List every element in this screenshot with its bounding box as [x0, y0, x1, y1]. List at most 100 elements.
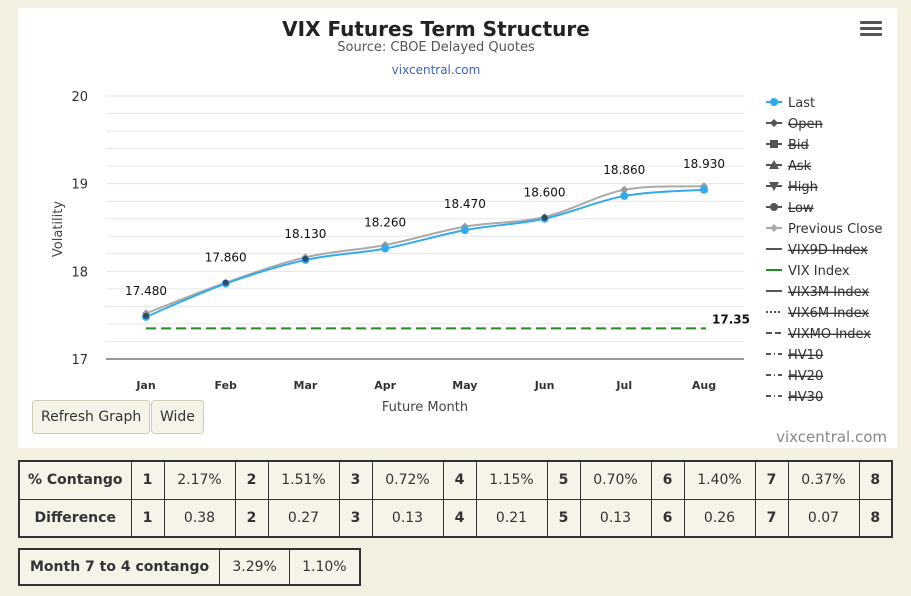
- x-tick-label: Aug: [692, 379, 716, 392]
- difference-month-6: 6: [650, 498, 685, 538]
- x-tick-label: Feb: [215, 379, 238, 392]
- month-contango-table: Month 7 to 4 contango 3.29% 1.10%: [18, 548, 361, 586]
- legend-item-vix9d-index[interactable]: VIX9D Index: [788, 243, 868, 258]
- legend-item-hv30[interactable]: HV30: [788, 390, 823, 405]
- y-tick-label: 17: [71, 353, 88, 368]
- y-axis-title: Volatility: [51, 201, 66, 257]
- legend-item-ask[interactable]: Ask: [788, 159, 812, 174]
- difference-month-8: 8: [858, 498, 893, 538]
- last-line: [145, 188, 705, 318]
- difference-month-4: 4: [442, 498, 477, 538]
- legend-marker: [770, 224, 778, 232]
- watermark: vixcentral.com: [776, 428, 887, 446]
- difference-month-3: 3: [338, 498, 373, 538]
- contango-value-4: 1.15%: [475, 460, 548, 500]
- term-structure-chart: 17 18 19 20 Jan Feb Mar Apr May Jun Jul Aug Future M…: [51, 90, 883, 415]
- contango-month-8: 8: [858, 460, 893, 500]
- difference-value-6: 0.26: [683, 498, 756, 538]
- x-tick-label: Jul: [615, 379, 632, 392]
- contango-stats-table: % Contango 1 2.17% 2 1.51% 3 0.72% 4 1.1…: [18, 460, 893, 538]
- y-tick-label: 19: [71, 178, 88, 193]
- data-label: 18.130: [284, 227, 326, 241]
- difference-value-2: 0.27: [267, 498, 340, 538]
- legend-item-open[interactable]: Open: [788, 117, 823, 132]
- source-link[interactable]: vixcentral.com: [391, 63, 481, 77]
- legend-item-hv10[interactable]: HV10: [788, 348, 823, 363]
- legend-item-vixmo-index[interactable]: VIXMO Index: [788, 327, 871, 342]
- y-tick-label: 18: [71, 265, 88, 280]
- chart-panel: 17 18 19 20 Jan Feb Mar Apr May Jun Jul Aug Future M…: [18, 8, 897, 448]
- contango-month-7: 7: [754, 460, 789, 500]
- difference-row-label: Difference: [18, 498, 132, 538]
- hamburger-menu-icon[interactable]: [860, 21, 882, 39]
- data-label: 18.600: [524, 186, 566, 200]
- contango-month-1: 1: [130, 460, 165, 500]
- y-tick-label: 20: [71, 90, 88, 105]
- difference-value-7: 0.07: [787, 498, 860, 538]
- difference-value-4: 0.21: [475, 498, 548, 538]
- last-point: [620, 191, 629, 200]
- x-tick-label: Apr: [374, 379, 396, 392]
- vix-index-value-label: 17.35: [712, 312, 750, 326]
- difference-month-7: 7: [754, 498, 789, 538]
- contango-value-1: 2.17%: [163, 460, 236, 500]
- difference-month-5: 5: [546, 498, 581, 538]
- data-label: 18.860: [603, 163, 645, 177]
- month-contango-label: Month 7 to 4 contango: [18, 548, 221, 586]
- x-tick-label: Mar: [294, 379, 318, 392]
- difference-month-1: 1: [130, 498, 165, 538]
- chart-title: VIX Futures Term Structure: [282, 17, 590, 41]
- refresh-graph-button[interactable]: Refresh Graph: [32, 400, 151, 434]
- contango-month-4: 4: [442, 460, 477, 500]
- last-point: [700, 185, 708, 194]
- legend-item-vix3m-index[interactable]: VIX3M Index: [788, 285, 869, 300]
- low-marker: [541, 214, 548, 221]
- difference-value-3: 0.13: [371, 498, 444, 538]
- x-tick-label: Jun: [534, 379, 555, 392]
- legend-item-hv20[interactable]: HV20: [788, 369, 823, 384]
- contango-value-7: 0.37%: [787, 460, 860, 500]
- data-label: 18.470: [444, 197, 486, 211]
- legend-marker: [770, 140, 778, 148]
- legend-item-vix-index[interactable]: VIX Index: [788, 264, 850, 279]
- legend-item-high[interactable]: High: [788, 180, 818, 195]
- low-marker: [302, 255, 309, 262]
- contango-value-5: 0.70%: [579, 460, 652, 500]
- month-contango-value-2: 1.10%: [289, 548, 361, 586]
- contango-row: % Contango 1 2.17% 2 1.51% 3 0.72% 4 1.1…: [18, 460, 893, 500]
- month-contango-value-1: 3.29%: [219, 548, 291, 586]
- difference-value-1: 0.38: [163, 498, 236, 538]
- contango-row-label: % Contango: [18, 460, 132, 500]
- month-contango-row: Month 7 to 4 contango 3.29% 1.10%: [18, 548, 361, 586]
- low-marker: [222, 279, 229, 286]
- legend-marker: [769, 160, 779, 169]
- previous-close-marker: [620, 185, 629, 194]
- legend-item-bid[interactable]: Bid: [788, 138, 809, 153]
- contango-month-5: 5: [546, 460, 581, 500]
- x-tick-label: Jan: [135, 379, 155, 392]
- contango-month-3: 3: [338, 460, 373, 500]
- last-point: [460, 226, 469, 235]
- legend-item-vix6m-index[interactable]: VIX6M Index: [788, 306, 869, 321]
- difference-month-2: 2: [234, 498, 269, 538]
- low-marker: [143, 312, 149, 319]
- x-axis-title: Future Month: [382, 400, 468, 415]
- difference-value-5: 0.13: [579, 498, 652, 538]
- legend-marker: [769, 182, 779, 191]
- difference-row: Difference 1 0.38 2 0.27 3 0.13 4 0.21 5…: [18, 498, 893, 538]
- data-label: 18.260: [364, 216, 406, 230]
- legend-item-last[interactable]: Last: [788, 96, 815, 111]
- contango-value-6: 1.40%: [683, 460, 756, 500]
- legend-item-low[interactable]: Low: [788, 201, 814, 216]
- data-label: 17.860: [205, 251, 247, 265]
- legend-marker: [770, 203, 778, 211]
- contango-value-2: 1.51%: [267, 460, 340, 500]
- contango-month-6: 6: [650, 460, 685, 500]
- x-tick-label: May: [452, 379, 477, 392]
- chart-subtitle: Source: CBOE Delayed Quotes: [337, 40, 535, 55]
- contango-value-3: 0.72%: [371, 460, 444, 500]
- wide-button[interactable]: Wide: [151, 400, 204, 434]
- data-label: 17.480: [125, 284, 167, 298]
- legend-item-previous-close[interactable]: Previous Close: [788, 222, 883, 237]
- data-label: 18.930: [683, 157, 725, 171]
